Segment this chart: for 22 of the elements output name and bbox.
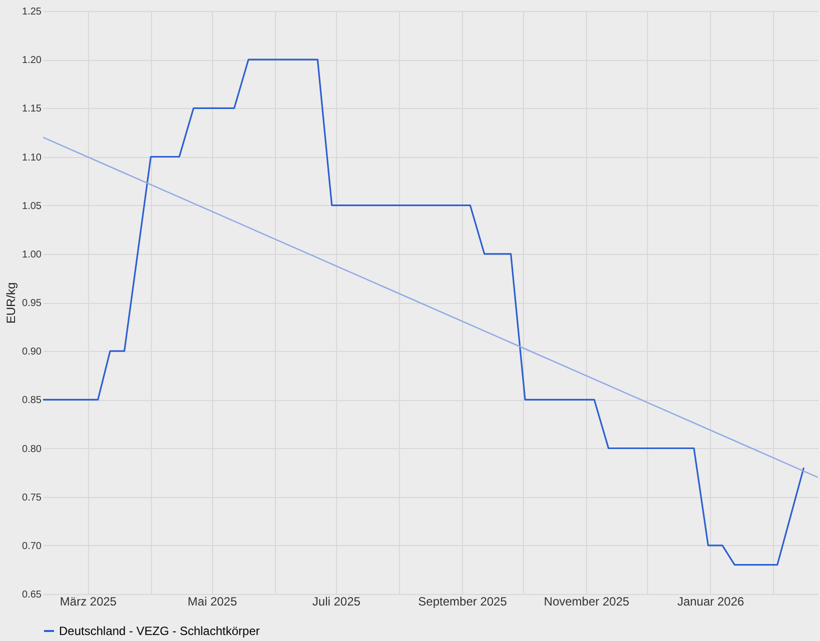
y-axis-title: EUR/kg [4,282,18,324]
y-tick-label: 0.70 [22,540,42,552]
y-tick-label: 0.75 [22,492,42,504]
line-series [43,58,805,566]
y-tick-label: 0.85 [22,395,42,406]
y-tick-label: 0.65 [22,590,42,600]
y-tick-label: 1.15 [22,104,42,115]
y-tick-label: 0.95 [22,298,42,309]
y-tick-label: 1.05 [22,200,42,212]
y-tick-label: 1.25 [22,6,42,18]
legend-label: Deutschland - VEZG - Schlachtkörper [59,624,260,638]
x-tick-label: November 2025 [544,594,630,608]
x-tick-label: März 2025 [60,594,117,608]
x-tick-label: Mai 2025 [188,594,238,608]
x-tick-label: Juli 2025 [312,594,361,608]
y-tick-label: 0.80 [22,444,42,455]
y-tick-label: 1.20 [22,55,42,66]
y-tick-label: 1.10 [22,152,42,164]
x-tick-label: Januar 2026 [677,594,744,608]
x-tick-label: September 2025 [418,594,508,608]
y-tick-label: 0.90 [22,346,42,358]
y-tick-label: 1.00 [22,249,42,260]
